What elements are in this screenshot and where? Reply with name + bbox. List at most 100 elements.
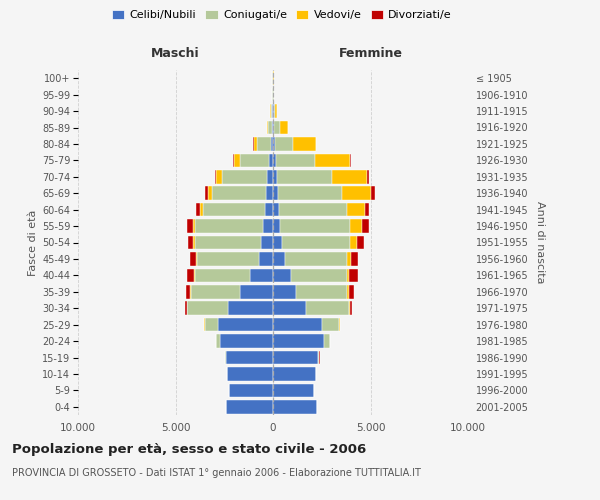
Bar: [273, 220, 280, 233]
Bar: [273, 367, 316, 380]
Bar: [193, 220, 195, 233]
Bar: [273, 334, 324, 348]
Bar: [280, 121, 288, 134]
Bar: [273, 318, 322, 332]
Bar: [196, 252, 197, 266]
Bar: [347, 268, 349, 282]
Bar: [187, 220, 193, 233]
Bar: [347, 285, 349, 298]
Bar: [318, 351, 319, 364]
Bar: [273, 384, 314, 397]
Text: Maschi: Maschi: [151, 47, 200, 60]
Bar: [273, 170, 277, 183]
Bar: [347, 252, 351, 266]
Bar: [203, 203, 265, 216]
Bar: [194, 268, 195, 282]
Bar: [234, 154, 240, 167]
Bar: [275, 104, 277, 118]
Bar: [197, 252, 259, 266]
Bar: [222, 170, 267, 183]
Bar: [253, 137, 257, 150]
Bar: [306, 302, 349, 315]
Bar: [273, 252, 285, 266]
Bar: [195, 236, 262, 249]
Bar: [196, 203, 200, 216]
Bar: [280, 220, 350, 233]
Bar: [296, 285, 347, 298]
Bar: [269, 154, 273, 167]
Bar: [272, 121, 273, 134]
Bar: [185, 302, 187, 315]
Bar: [274, 104, 275, 118]
Bar: [293, 137, 316, 150]
Bar: [342, 186, 371, 200]
Bar: [315, 154, 350, 167]
Bar: [273, 302, 306, 315]
Bar: [273, 285, 296, 298]
Bar: [362, 220, 368, 233]
Bar: [195, 220, 263, 233]
Bar: [350, 220, 362, 233]
Bar: [273, 268, 290, 282]
Y-axis label: Fasce di età: Fasce di età: [28, 210, 38, 276]
Bar: [215, 170, 217, 183]
Bar: [229, 384, 273, 397]
Bar: [265, 203, 273, 216]
Bar: [268, 121, 272, 134]
Bar: [217, 334, 220, 348]
Bar: [350, 154, 351, 167]
Bar: [187, 285, 190, 298]
Bar: [217, 170, 223, 183]
Bar: [228, 302, 273, 315]
Bar: [273, 121, 274, 134]
Bar: [250, 268, 273, 282]
Bar: [331, 170, 367, 183]
Text: Popolazione per età, sesso e stato civile - 2006: Popolazione per età, sesso e stato civil…: [12, 442, 366, 456]
Bar: [190, 285, 191, 298]
Bar: [193, 236, 195, 249]
Bar: [324, 334, 329, 348]
Bar: [347, 203, 365, 216]
Bar: [351, 252, 358, 266]
Bar: [273, 137, 275, 150]
Bar: [349, 285, 353, 298]
Bar: [240, 285, 273, 298]
Bar: [271, 104, 272, 118]
Bar: [226, 400, 273, 413]
Bar: [279, 203, 347, 216]
Bar: [275, 137, 293, 150]
Bar: [225, 351, 226, 364]
Bar: [267, 121, 268, 134]
Bar: [259, 252, 273, 266]
Bar: [276, 154, 315, 167]
Bar: [371, 186, 376, 200]
Y-axis label: Anni di nascita: Anni di nascita: [535, 201, 545, 283]
Bar: [240, 154, 269, 167]
Bar: [274, 121, 280, 134]
Bar: [227, 367, 273, 380]
Bar: [212, 186, 266, 200]
Bar: [218, 318, 273, 332]
Bar: [285, 252, 347, 266]
Bar: [190, 252, 196, 266]
Legend: Celibi/Nubili, Coniugati/e, Vedovi/e, Divorziati/e: Celibi/Nubili, Coniugati/e, Vedovi/e, Di…: [107, 6, 457, 25]
Bar: [226, 351, 273, 364]
Bar: [220, 334, 273, 348]
Bar: [187, 302, 228, 315]
Bar: [208, 186, 212, 200]
Bar: [273, 351, 318, 364]
Bar: [266, 186, 273, 200]
Bar: [188, 236, 193, 249]
Bar: [271, 137, 273, 150]
Bar: [195, 268, 250, 282]
Bar: [282, 236, 350, 249]
Bar: [277, 170, 331, 183]
Bar: [191, 285, 240, 298]
Bar: [205, 318, 218, 332]
Bar: [262, 236, 273, 249]
Bar: [263, 220, 273, 233]
Bar: [365, 203, 368, 216]
Text: PROVINCIA DI GROSSETO - Dati ISTAT 1° gennaio 2006 - Elaborazione TUTTITALIA.IT: PROVINCIA DI GROSSETO - Dati ISTAT 1° ge…: [12, 468, 421, 477]
Bar: [273, 186, 278, 200]
Bar: [205, 186, 208, 200]
